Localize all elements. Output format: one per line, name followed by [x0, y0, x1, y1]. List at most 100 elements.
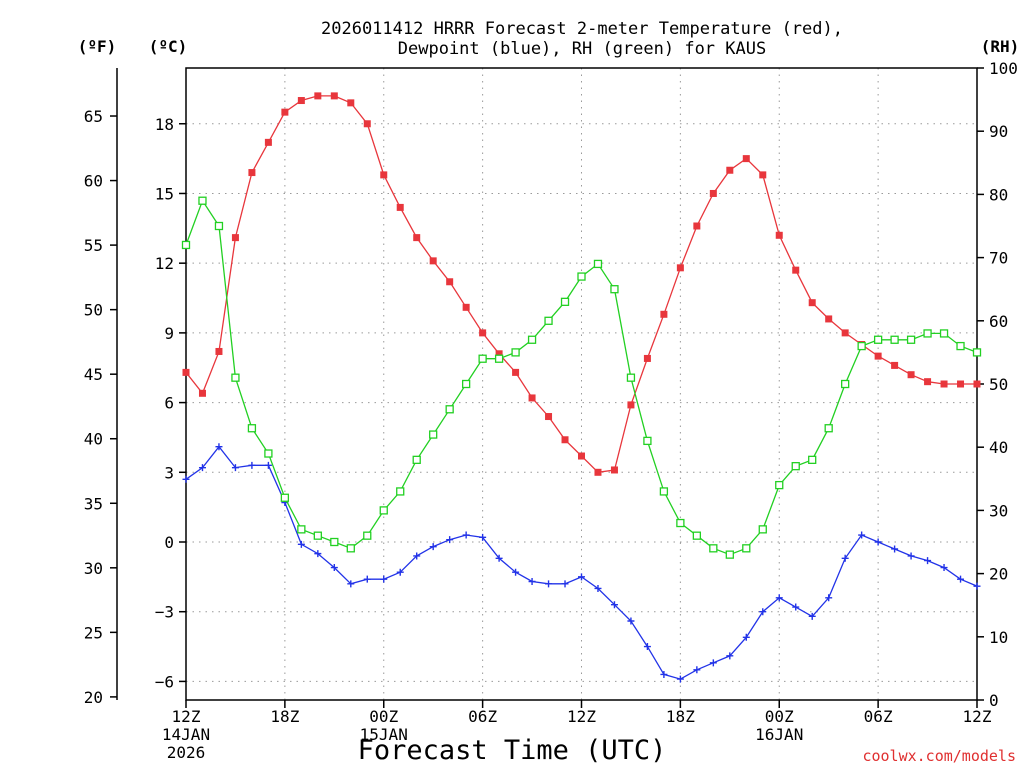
- celsius-tick-label-5: 9: [164, 324, 174, 343]
- point-dewpoint-9: [330, 564, 338, 572]
- rh-tick-label-4: 40: [989, 438, 1008, 457]
- point-dewpoint-37: [792, 603, 800, 611]
- x-tick-label-2-0: 00Z: [369, 707, 398, 726]
- point-dewpoint-12: [380, 575, 388, 583]
- series-line-rh: [185, 199, 978, 556]
- point-dewpoint-2: [215, 443, 223, 451]
- fahrenheit-tick-label-6: 50: [84, 301, 103, 320]
- point-dewpoint-7: [297, 540, 305, 548]
- point-temperature-40: [841, 329, 849, 337]
- rh-tick-label-2: 20: [989, 565, 1008, 584]
- point-temperature-6: [281, 108, 289, 116]
- point-temperature-17: [462, 303, 470, 311]
- fahrenheit-tick-label-5: 45: [84, 365, 103, 384]
- point-temperature-43: [891, 361, 899, 369]
- rh-tick-label-7: 70: [989, 249, 1008, 268]
- point-dewpoint-16: [446, 536, 454, 544]
- point-dewpoint-48: [973, 582, 981, 590]
- series-dewpoint: [182, 443, 981, 683]
- x-tick-label-0-0: 12Z: [172, 707, 201, 726]
- point-dewpoint-30: [676, 675, 684, 683]
- point-temperature-14: [413, 234, 421, 242]
- x-tick-label-0-1: 14JAN: [162, 725, 210, 744]
- point-dewpoint-4: [248, 461, 256, 469]
- point-rh-5: [264, 449, 273, 458]
- rh-tick-label-6: 60: [989, 312, 1008, 331]
- point-temperature-28: [643, 354, 651, 362]
- point-rh-21: [527, 335, 537, 344]
- point-dewpoint-36: [775, 594, 783, 602]
- celsius-tick-label-6: 12: [155, 254, 174, 273]
- point-dewpoint-31: [693, 666, 701, 674]
- point-rh-6: [280, 493, 290, 502]
- point-temperature-10: [347, 99, 355, 107]
- x-tick-label-6-1: 16JAN: [755, 725, 803, 744]
- point-temperature-13: [396, 203, 404, 211]
- point-temperature-31: [693, 222, 701, 230]
- point-rh-34: [742, 544, 751, 553]
- point-rh-44: [906, 335, 916, 344]
- point-dewpoint-28: [643, 643, 651, 651]
- point-dewpoint-22: [545, 580, 553, 588]
- point-temperature-15: [429, 257, 437, 265]
- point-temperature-25: [594, 468, 602, 476]
- celsius-tick-label-8: 18: [155, 115, 174, 134]
- celsius-tick-label-3: 3: [164, 463, 174, 482]
- point-dewpoint-8: [314, 550, 322, 558]
- x-tick-label-3-0: 06Z: [468, 707, 497, 726]
- point-dewpoint-29: [660, 670, 668, 678]
- point-temperature-42: [874, 352, 882, 360]
- rh-tick-label-1: 10: [989, 628, 1008, 647]
- fahrenheit-tick-label-1: 25: [84, 623, 103, 642]
- point-temperature-48: [973, 380, 981, 388]
- point-rh-13: [396, 487, 405, 496]
- point-rh-41: [857, 341, 866, 351]
- plot-frame: [185, 67, 978, 701]
- axes: 20 25 30 35 40 45 50 55 60 65 −6 −3 0 3 6 9 12 15 18 0 10 20 3…: [84, 59, 1018, 762]
- point-temperature-46: [940, 380, 948, 388]
- point-dewpoint-47: [957, 575, 965, 583]
- point-dewpoint-44: [907, 552, 915, 560]
- x-tick-label-4-0: 12Z: [567, 707, 596, 726]
- point-rh-9: [330, 537, 339, 547]
- fahrenheit-unit-label: (ºF): [78, 37, 117, 56]
- point-temperature-34: [742, 155, 750, 163]
- point-rh-22: [544, 316, 553, 325]
- rh-unit-label: (RH): [981, 37, 1020, 56]
- x-tick-label-8-0: 12Z: [963, 707, 992, 726]
- point-rh-11: [363, 531, 372, 540]
- point-rh-37: [791, 462, 800, 471]
- point-rh-33: [725, 550, 734, 559]
- point-rh-45: [923, 329, 932, 338]
- fahrenheit-tick-label-4: 40: [84, 430, 103, 449]
- point-temperature-20: [512, 368, 520, 376]
- point-dewpoint-46: [940, 564, 948, 572]
- point-rh-24: [577, 272, 586, 281]
- point-temperature-33: [726, 166, 734, 174]
- point-rh-1: [198, 196, 207, 205]
- point-rh-25: [593, 259, 603, 269]
- point-rh-48: [972, 348, 982, 357]
- point-temperature-37: [792, 266, 800, 274]
- point-rh-10: [346, 544, 355, 553]
- fahrenheit-tick-label-8: 60: [84, 172, 103, 191]
- series-rh: [181, 196, 982, 559]
- x-tick-label-2-1: 15JAN: [360, 725, 408, 744]
- chart-title-line2: Dewpoint (blue), RH (green) for KAUS: [398, 39, 766, 59]
- point-temperature-32: [709, 189, 717, 197]
- celsius-unit-label: (ºC): [149, 37, 188, 56]
- rh-tick-label-5: 50: [989, 375, 1008, 394]
- point-rh-47: [956, 341, 965, 351]
- point-dewpoint-38: [808, 612, 816, 620]
- x-axis-title: Forecast Time (UTC): [358, 735, 667, 766]
- point-dewpoint-41: [858, 531, 866, 539]
- point-rh-18: [478, 354, 487, 363]
- point-rh-32: [709, 544, 718, 553]
- point-temperature-26: [610, 466, 618, 474]
- point-dewpoint-27: [627, 617, 635, 625]
- point-rh-17: [461, 379, 471, 389]
- celsius-tick-label-7: 15: [155, 184, 174, 203]
- point-rh-26: [610, 285, 619, 294]
- point-dewpoint-15: [429, 543, 437, 551]
- point-temperature-39: [825, 315, 833, 323]
